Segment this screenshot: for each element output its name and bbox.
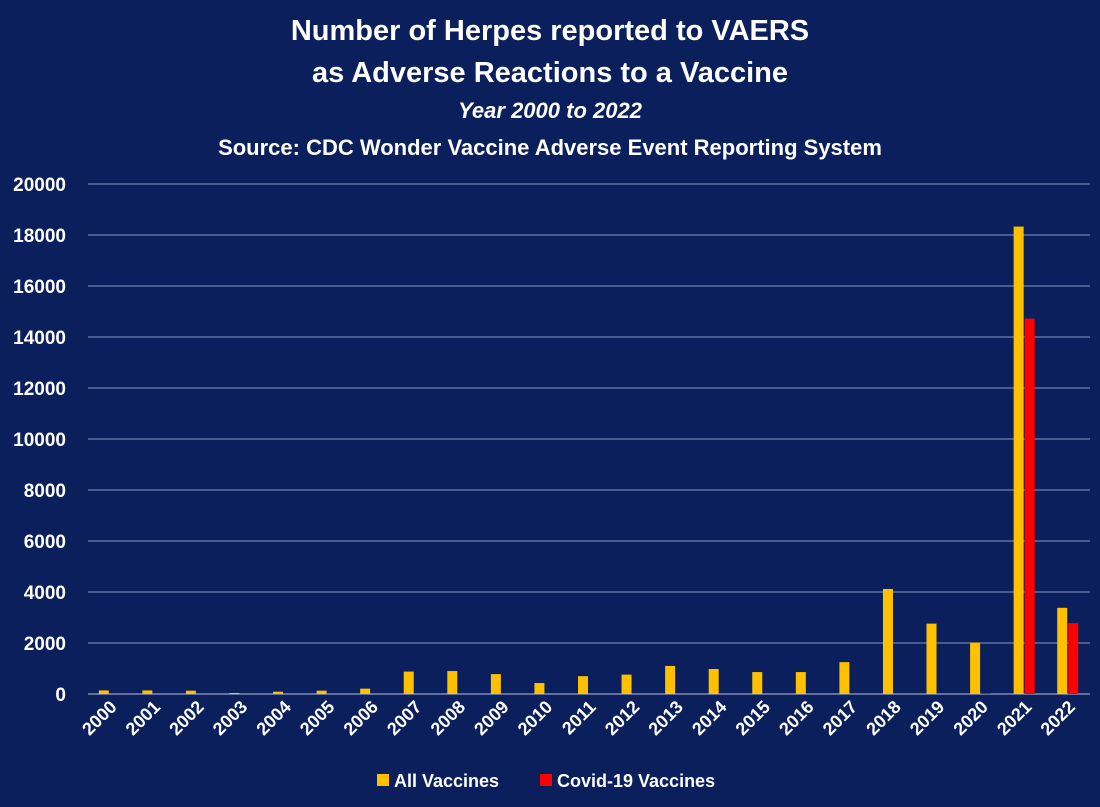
y-tick-label: 2000 <box>24 634 66 655</box>
x-tick-label: 2021 <box>993 697 1035 739</box>
y-tick-label: 8000 <box>24 481 66 502</box>
bar-all-vaccines <box>795 672 806 694</box>
bar-all-vaccines <box>839 662 850 694</box>
legend-swatch <box>540 774 552 786</box>
bar-all-vaccines <box>752 672 763 694</box>
bar-all-vaccines <box>360 688 371 694</box>
gridlines <box>88 183 1090 695</box>
chart-source: Source: CDC Wonder Vaccine Adverse Event… <box>218 135 882 160</box>
bar-all-vaccines <box>229 692 240 694</box>
y-tick-label: 10000 <box>13 430 66 451</box>
bar-all-vaccines <box>1013 226 1024 694</box>
bar-all-vaccines <box>926 623 937 694</box>
legend: All Vaccines Covid-19 Vaccines <box>377 771 715 791</box>
x-tick-label: 2010 <box>514 697 556 739</box>
y-tick-label: 6000 <box>24 532 66 553</box>
x-tick-label: 2001 <box>122 697 164 739</box>
x-tick-label: 2008 <box>427 697 469 739</box>
chart-title: Number of Herpes reported to VAERS <box>290 15 810 47</box>
x-tick-label: 2004 <box>252 697 294 739</box>
y-tick-label: 12000 <box>13 379 66 400</box>
bar-covid-19-vaccines <box>1024 318 1035 694</box>
y-tick-label: 14000 <box>13 328 66 349</box>
x-tick-label: 2022 <box>1037 697 1079 739</box>
x-tick-label: 2019 <box>906 697 948 739</box>
x-tick-label: 2007 <box>383 697 425 739</box>
bar-all-vaccines <box>665 665 676 694</box>
x-tick-label: 2011 <box>558 697 600 739</box>
bar-all-vaccines <box>970 642 981 694</box>
bar-all-vaccines <box>578 676 588 694</box>
y-tick-label: 0 <box>55 685 66 706</box>
legend-label: Covid-19 Vaccines <box>557 771 715 791</box>
x-tick-label: 2015 <box>732 697 774 739</box>
legend-label: All Vaccines <box>394 771 499 791</box>
bar-all-vaccines <box>316 690 327 694</box>
x-tick-label: 2020 <box>949 697 991 739</box>
x-tick-label: 2013 <box>644 697 686 739</box>
bar-all-vaccines <box>185 690 196 694</box>
x-tick-label: 2014 <box>688 697 730 739</box>
x-tick-label: 2000 <box>78 697 120 739</box>
x-tick-label: 2006 <box>340 697 382 739</box>
x-tick-label: 2018 <box>862 697 904 739</box>
bars <box>98 226 1079 694</box>
bar-all-vaccines <box>142 690 153 694</box>
bar-all-vaccines <box>403 671 414 694</box>
y-tick-label: 18000 <box>13 226 66 247</box>
x-tick-label: 2009 <box>470 697 512 739</box>
bar-all-vaccines <box>1057 607 1068 694</box>
y-tick-label: 20000 <box>13 175 66 196</box>
x-tick-label: 2003 <box>209 697 251 739</box>
y-axis: 0 2000 4000 6000 8000 10000 12000 14000 16000 180… <box>13 175 66 706</box>
bar-all-vaccines <box>490 674 501 694</box>
bar-all-vaccines <box>882 588 893 694</box>
y-tick-label: 4000 <box>24 583 66 604</box>
bar-all-vaccines <box>534 683 545 694</box>
bar-covid-19-vaccines <box>981 692 992 694</box>
bar-all-vaccines <box>98 690 109 694</box>
bar-all-vaccines <box>273 691 284 694</box>
x-tick-label: 2012 <box>601 697 643 739</box>
x-tick-label: 2016 <box>775 697 817 739</box>
x-tick-label: 2005 <box>296 697 338 739</box>
bar-all-vaccines <box>621 674 632 694</box>
x-tick-label: 2002 <box>165 697 207 739</box>
y-tick-label: 16000 <box>13 277 66 298</box>
x-axis: 2000 2001 2002 2003 2004 2005 2006 2007 2008 2009… <box>78 697 1079 739</box>
bar-all-vaccines <box>708 669 719 694</box>
x-tick-label: 2017 <box>819 697 861 739</box>
legend-swatch <box>377 774 389 786</box>
chart-title-line2: as Adverse Reactions to a Vaccine <box>311 57 789 89</box>
bar-all-vaccines <box>447 671 458 694</box>
bar-covid-19-vaccines <box>1068 623 1079 694</box>
chart-subtitle: Year 2000 to 2022 <box>458 98 642 123</box>
